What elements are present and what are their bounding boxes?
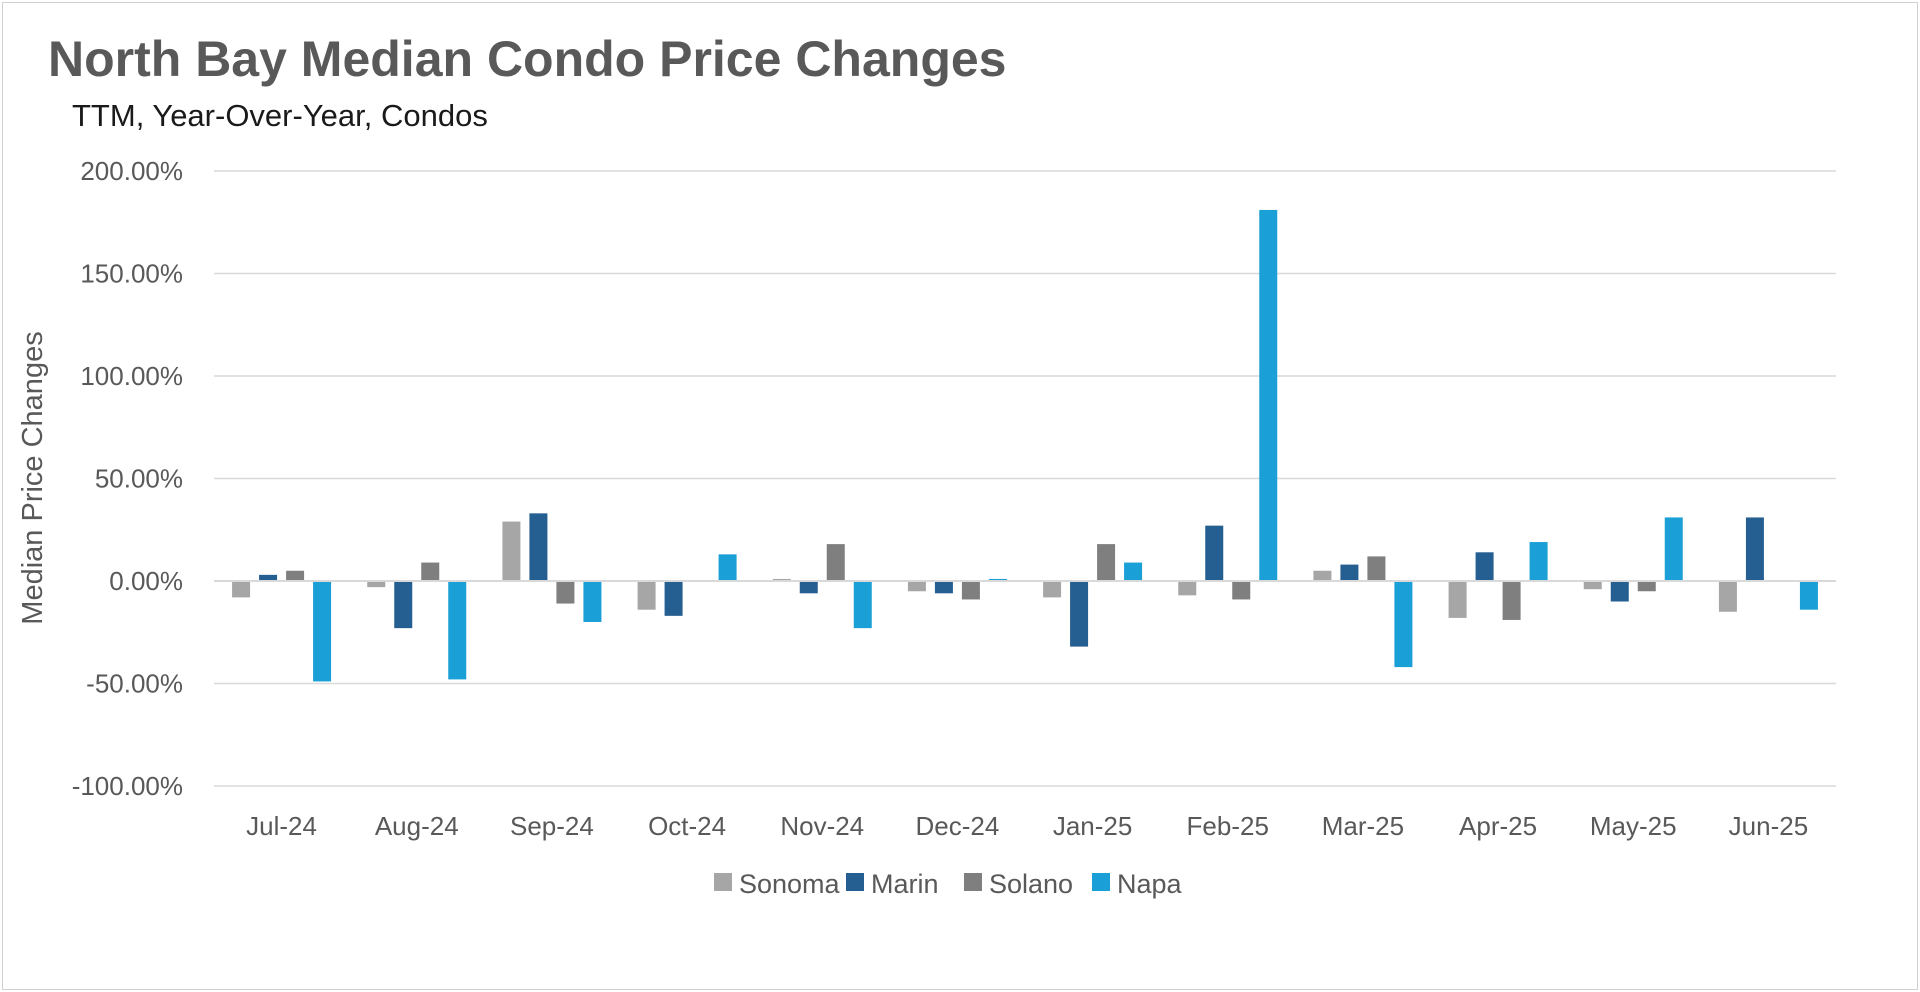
- bar-napa-jul-24: [313, 581, 332, 682]
- bar-marin-aug-24: [394, 581, 413, 629]
- chart-title: North Bay Median Condo Price Changes: [48, 31, 1007, 87]
- y-tick-label: -100.00%: [72, 771, 183, 801]
- y-tick-label: 50.00%: [95, 464, 183, 494]
- legend-swatch: [846, 873, 864, 891]
- x-tick-label: Jan-25: [1053, 811, 1133, 841]
- x-tick-label: Feb-25: [1187, 811, 1269, 841]
- legend-label: Napa: [1117, 869, 1183, 899]
- bar-napa-may-25: [1664, 517, 1683, 581]
- legend-item-sonoma: Sonoma: [714, 869, 841, 899]
- bar-sonoma-feb-25: [1178, 581, 1197, 596]
- bar-sonoma-dec-24: [907, 581, 926, 592]
- legend-swatch: [964, 873, 982, 891]
- x-tick-label: Oct-24: [648, 811, 726, 841]
- bar-sonoma-jan-25: [1043, 581, 1062, 598]
- y-tick-label: -50.00%: [86, 669, 183, 699]
- x-tick-label: May-25: [1590, 811, 1677, 841]
- bar-sonoma-nov-24: [772, 578, 791, 581]
- bar-sonoma-jun-25: [1718, 581, 1737, 612]
- x-tick-label: Sep-24: [510, 811, 594, 841]
- bar-sonoma-aug-24: [367, 581, 386, 588]
- x-tick-label: Dec-24: [916, 811, 1000, 841]
- bar-solano-apr-25: [1502, 581, 1521, 620]
- x-tick-label: Aug-24: [375, 811, 459, 841]
- bar-marin-feb-25: [1205, 525, 1224, 581]
- bar-solano-mar-25: [1367, 556, 1386, 581]
- bar-sonoma-sep-24: [502, 521, 521, 581]
- legend: Sonoma Marin Solano Napa: [714, 869, 1183, 899]
- bar-solano-jul-24: [286, 570, 305, 581]
- gridlines: [214, 170, 1836, 787]
- y-tick-label: 200.00%: [80, 156, 183, 186]
- x-tick-label: Nov-24: [780, 811, 864, 841]
- legend-swatch: [714, 873, 732, 891]
- x-tick-label: Jun-25: [1729, 811, 1809, 841]
- legend-item-solano: Solano: [964, 869, 1073, 899]
- bar-sonoma-jul-24: [232, 581, 251, 598]
- bar-sonoma-mar-25: [1313, 570, 1332, 581]
- bar-marin-apr-25: [1475, 552, 1494, 581]
- x-tick-label: Mar-25: [1322, 811, 1404, 841]
- bar-marin-nov-24: [799, 581, 818, 594]
- bar-solano-sep-24: [556, 581, 575, 604]
- bar-napa-dec-24: [988, 578, 1007, 581]
- bar-solano-aug-24: [421, 562, 440, 581]
- y-tick-label: 100.00%: [80, 361, 183, 391]
- y-axis-label: Median Price Changes: [17, 331, 49, 624]
- x-axis-ticks: Jul-24 Aug-24 Sep-24 Oct-24 Nov-24 Dec-24 Jan-…: [246, 811, 1808, 841]
- x-tick-label: Apr-25: [1459, 811, 1537, 841]
- y-tick-label: 150.00%: [80, 259, 183, 289]
- bar-napa-aug-24: [448, 581, 467, 680]
- bar-marin-oct-24: [664, 581, 683, 616]
- bar-sonoma-may-25: [1583, 581, 1602, 590]
- bar-napa-nov-24: [853, 581, 872, 629]
- bar-marin-may-25: [1610, 581, 1629, 602]
- legend-item-napa: Napa: [1092, 869, 1183, 899]
- bar-solano-jan-25: [1097, 544, 1116, 581]
- bar-marin-jan-25: [1070, 581, 1089, 647]
- legend-swatch: [1092, 873, 1110, 891]
- bar-marin-jul-24: [259, 574, 278, 581]
- bar-napa-sep-24: [583, 581, 602, 622]
- legend-item-marin: Marin: [846, 869, 939, 899]
- chart-subtitle: TTM, Year-Over-Year, Condos: [72, 98, 488, 133]
- bar-napa-jun-25: [1799, 581, 1818, 610]
- bar-napa-feb-25: [1259, 209, 1278, 581]
- bar-solano-may-25: [1637, 581, 1656, 592]
- bar-solano-nov-24: [826, 544, 845, 581]
- bar-solano-dec-24: [961, 581, 980, 600]
- bar-marin-dec-24: [934, 581, 953, 594]
- legend-label: Marin: [871, 869, 939, 899]
- legend-label: Sonoma: [739, 869, 841, 899]
- bar-marin-sep-24: [529, 513, 548, 581]
- bar-napa-apr-25: [1529, 542, 1548, 581]
- bar-marin-jun-25: [1745, 517, 1764, 581]
- bar-napa-mar-25: [1394, 581, 1413, 668]
- y-tick-label: 0.00%: [109, 566, 183, 596]
- bar-sonoma-oct-24: [637, 581, 656, 610]
- legend-label: Solano: [989, 869, 1073, 899]
- bar-napa-oct-24: [718, 554, 737, 581]
- x-tick-label: Jul-24: [246, 811, 317, 841]
- bar-sonoma-apr-25: [1448, 581, 1467, 618]
- bars: [232, 209, 1818, 682]
- bar-napa-jan-25: [1124, 562, 1143, 581]
- bar-solano-feb-25: [1232, 581, 1251, 600]
- bar-marin-mar-25: [1340, 564, 1359, 581]
- y-axis-ticks: 200.00% 150.00% 100.00% 50.00% 0.00% -50.00% -…: [72, 156, 183, 801]
